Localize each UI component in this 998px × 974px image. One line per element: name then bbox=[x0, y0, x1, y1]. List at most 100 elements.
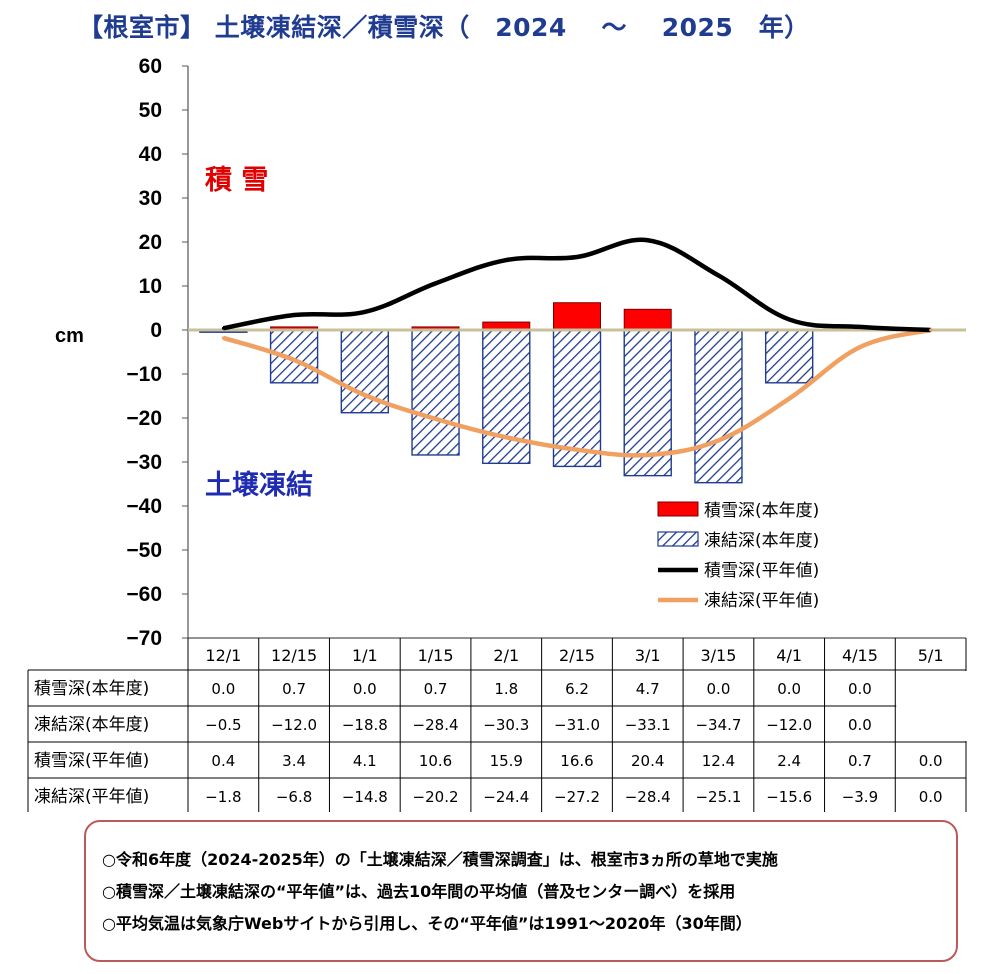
table-cell: 1.8 bbox=[494, 680, 518, 698]
snow-average-point bbox=[504, 258, 508, 262]
table-cell: −15.6 bbox=[766, 788, 812, 806]
table-cell: −34.7 bbox=[695, 716, 741, 734]
table-cell: 6.2 bbox=[565, 680, 589, 698]
chart-title: 【根室市】 土壌凍結深／積雪深（ 2024 ～ 2025 年） bbox=[78, 13, 810, 42]
legend-swatch-frost-bar bbox=[657, 531, 699, 547]
snow-average-point bbox=[292, 313, 296, 317]
y-tick-label: −20 bbox=[126, 407, 162, 430]
x-tick-label: 1/1 bbox=[352, 646, 378, 665]
snow-average-point bbox=[575, 255, 579, 259]
x-tick-label: 2/15 bbox=[559, 646, 595, 665]
table-cell: −0.5 bbox=[205, 716, 241, 734]
legend-swatch-snow-bar bbox=[657, 501, 699, 517]
frost-average-point bbox=[787, 397, 791, 401]
table-cell: 0.0 bbox=[919, 788, 943, 806]
table-cell: −3.9 bbox=[842, 788, 878, 806]
table-cell: −12.0 bbox=[271, 716, 317, 734]
table-cell: 20.4 bbox=[631, 752, 664, 770]
table-cell: −30.3 bbox=[483, 716, 529, 734]
snow-average-point bbox=[646, 238, 650, 242]
table-cell: −18.8 bbox=[342, 716, 388, 734]
x-tick-label: 12/1 bbox=[205, 646, 241, 665]
frost-average-point bbox=[504, 435, 508, 439]
frost-average-point bbox=[575, 448, 579, 452]
snow-average-point bbox=[434, 281, 438, 285]
y-tick-label: −30 bbox=[126, 451, 162, 474]
frost-bar bbox=[764, 329, 814, 384]
legend-label-frost-line: 凍結深(平年値) bbox=[704, 591, 819, 611]
table-row-label: 凍結深(本年度) bbox=[34, 715, 149, 735]
y-tick-label: 0 bbox=[150, 319, 162, 342]
snow-average-point bbox=[716, 273, 720, 277]
table-cell: −1.8 bbox=[205, 788, 241, 806]
table-cell: −28.4 bbox=[413, 716, 459, 734]
y-tick-label: 50 bbox=[139, 99, 162, 122]
table-cell: 0.0 bbox=[848, 716, 872, 734]
table-cell: −14.8 bbox=[342, 788, 388, 806]
table-cell: 12.4 bbox=[702, 752, 735, 770]
table-cell: 2.4 bbox=[777, 752, 801, 770]
frost-annotation: 土壌凍結 bbox=[205, 470, 313, 501]
table-cell: 0.0 bbox=[353, 680, 377, 698]
frost-bar bbox=[623, 329, 672, 477]
y-tick-label: −70 bbox=[126, 627, 162, 650]
frost-average-point bbox=[363, 393, 367, 397]
frost-bar bbox=[269, 329, 319, 384]
y-tick-label: 40 bbox=[139, 143, 162, 166]
snow-average-point bbox=[858, 325, 862, 329]
table-cell: −33.1 bbox=[625, 716, 671, 734]
notes-box: ○令和6年度（2024-2025年）の「土壌凍結深／積雪深調査」は、根室市3ヵ所… bbox=[84, 820, 958, 962]
table-cell: 0.7 bbox=[282, 680, 306, 698]
y-tick-label: 30 bbox=[139, 187, 162, 210]
snow-annotation: 積 雪 bbox=[205, 165, 269, 196]
snow-bar bbox=[553, 302, 601, 331]
frost-bar bbox=[482, 329, 531, 465]
table-cell: −31.0 bbox=[554, 716, 600, 734]
table-cell: −12.0 bbox=[766, 716, 812, 734]
snow-average-point bbox=[787, 317, 791, 321]
table-cell: −27.2 bbox=[554, 788, 600, 806]
table-cell: −24.4 bbox=[483, 788, 529, 806]
table-cell: 0.4 bbox=[211, 752, 235, 770]
y-tick-label: 10 bbox=[139, 275, 162, 298]
frost-average-point bbox=[929, 328, 933, 332]
table-cell: 0.0 bbox=[919, 752, 943, 770]
legend-label-snow-bar: 積雪深(本年度) bbox=[704, 501, 819, 521]
table-cell: 16.6 bbox=[560, 752, 593, 770]
y-tick-label: −10 bbox=[126, 363, 162, 386]
frost-bar bbox=[411, 329, 460, 456]
table-cell: 0.7 bbox=[848, 752, 872, 770]
table-cell: −20.2 bbox=[413, 788, 459, 806]
x-tick-label: 4/15 bbox=[842, 646, 878, 665]
legend-label-snow-line: 積雪深(平年値) bbox=[704, 561, 819, 581]
frost-average-point bbox=[434, 417, 438, 421]
table-cell: 4.7 bbox=[636, 680, 660, 698]
x-tick-label: 4/1 bbox=[776, 646, 802, 665]
note-1: ○令和6年度（2024-2025年）の「土壌凍結深／積雪深調査」は、根室市3ヵ所… bbox=[102, 850, 778, 869]
table-cell: 0.0 bbox=[211, 680, 235, 698]
x-tick-label: 1/15 bbox=[418, 646, 454, 665]
table-row-label: 凍結深(平年値) bbox=[34, 787, 149, 807]
table-row-label: 積雪深(本年度) bbox=[34, 679, 149, 699]
table-cell: −28.4 bbox=[625, 788, 671, 806]
y-tick-label: −40 bbox=[126, 495, 162, 518]
table-cell: −25.1 bbox=[695, 788, 741, 806]
x-tick-label: 3/1 bbox=[635, 646, 661, 665]
frost-average-point bbox=[716, 438, 720, 442]
frost-bar bbox=[552, 329, 602, 468]
table-cell: 0.7 bbox=[424, 680, 448, 698]
table-cell: 0.0 bbox=[848, 680, 872, 698]
snow-average-point bbox=[363, 310, 367, 314]
unit-label: cm bbox=[55, 325, 84, 347]
table-cell: 0.0 bbox=[707, 680, 731, 698]
table-cell: 0.0 bbox=[777, 680, 801, 698]
frost-average-point bbox=[646, 453, 650, 457]
y-tick-label: −60 bbox=[126, 583, 162, 606]
table-cell: −6.8 bbox=[276, 788, 312, 806]
snow-average-point bbox=[221, 326, 225, 330]
legend-label-frost-bar: 凍結深(本年度) bbox=[704, 531, 819, 551]
y-tick-label: −50 bbox=[126, 539, 162, 562]
chart: 60 50 40 30 20 10 0 −10 −20 −30 −40 −50 −60 −70 積雪深(本… bbox=[27, 55, 967, 812]
x-tick-label: 5/1 bbox=[918, 646, 944, 665]
table-row-label: 積雪深(平年値) bbox=[34, 751, 149, 771]
